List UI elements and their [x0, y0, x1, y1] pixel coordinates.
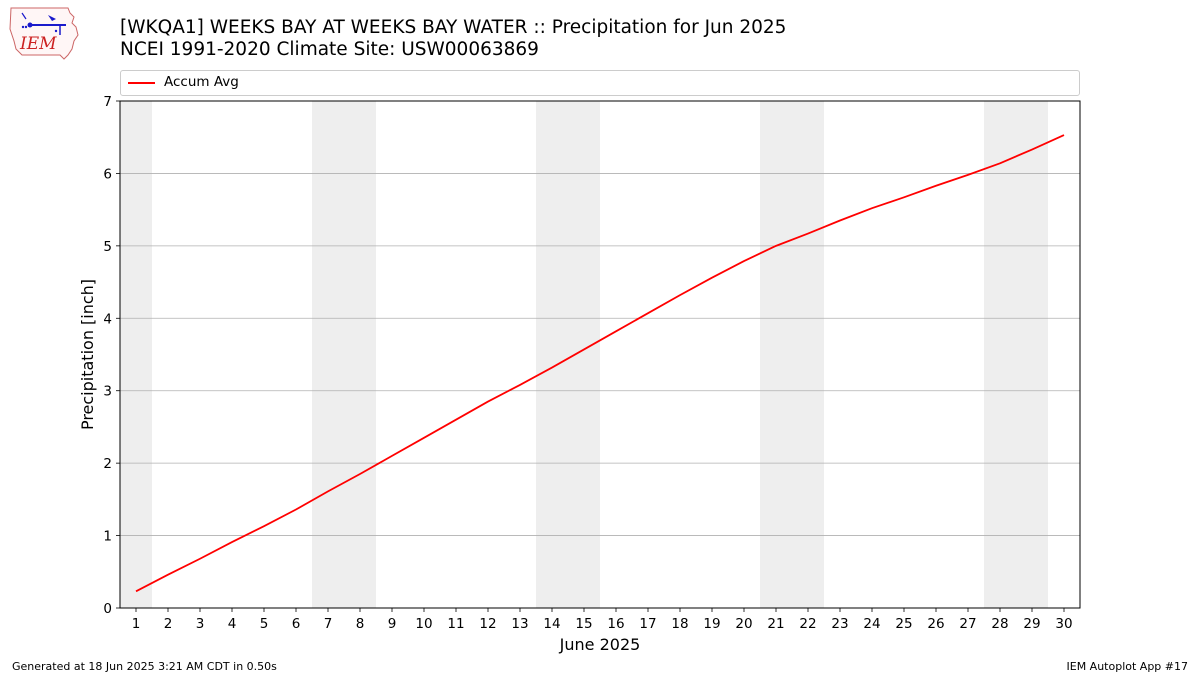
x-tick-label: 1 [132, 616, 141, 632]
y-tick-label: 3 [103, 384, 112, 400]
x-tick-label: 6 [292, 616, 301, 632]
x-tick-label: 25 [895, 616, 912, 632]
x-tick-label: 16 [607, 616, 624, 632]
y-tick-label: 7 [103, 94, 112, 110]
app-footer: IEM Autoplot App #17 [1066, 660, 1189, 673]
y-tick-label: 2 [103, 456, 112, 472]
x-tick-label: 19 [703, 616, 720, 632]
y-tick-label: 5 [103, 239, 112, 255]
y-axis-label: Precipitation [inch] [78, 279, 97, 430]
x-tick-label: 3 [196, 616, 205, 632]
x-tick-label: 24 [863, 616, 880, 632]
x-tick-label: 12 [479, 616, 496, 632]
y-tick-label: 4 [103, 311, 112, 327]
y-tick-label: 6 [103, 166, 112, 182]
chart-title: [WKQA1] WEEKS BAY AT WEEKS BAY WATER :: … [120, 17, 787, 38]
x-tick-label: 30 [1055, 616, 1072, 632]
x-tick-label: 15 [575, 616, 592, 632]
y-tick-label: 1 [103, 529, 112, 545]
x-tick-label: 13 [511, 616, 528, 632]
legend-swatch-accum-avg [128, 82, 155, 84]
x-tick-label: 2 [164, 616, 173, 632]
x-tick-label: 17 [639, 616, 656, 632]
weekend-band [120, 101, 152, 608]
weekend-band [312, 101, 376, 608]
x-tick-label: 26 [927, 616, 944, 632]
x-tick-label: 29 [1023, 616, 1040, 632]
x-tick-label: 9 [388, 616, 397, 632]
plot-frame [119, 100, 1081, 609]
series-line-accum-avg [135, 134, 1065, 593]
x-tick-label: 14 [543, 616, 560, 632]
legend-label-accum-avg: Accum Avg [164, 74, 239, 90]
x-tick-label: 11 [447, 616, 464, 632]
x-tick-label: 4 [228, 616, 237, 632]
x-tick-label: 5 [260, 616, 269, 632]
legend: Accum Avg [120, 70, 1080, 96]
generated-footer: Generated at 18 Jun 2025 3:21 AM CDT in … [12, 660, 277, 673]
x-tick-label: 20 [735, 616, 752, 632]
weekend-band [984, 101, 1048, 608]
x-tick-label: 27 [959, 616, 976, 632]
iem-logo: IEM [8, 5, 80, 60]
weekend-band [760, 101, 824, 608]
x-tick-label: 18 [671, 616, 688, 632]
y-tick-label: 0 [103, 601, 112, 617]
weekend-band [536, 101, 600, 608]
chart-subtitle: NCEI 1991-2020 Climate Site: USW00063869 [120, 39, 539, 60]
x-tick-label: 23 [831, 616, 848, 632]
x-tick-label: 28 [991, 616, 1008, 632]
logo-text: IEM [19, 34, 57, 54]
x-tick-label: 7 [324, 616, 333, 632]
x-tick-label: 22 [799, 616, 816, 632]
x-tick-label: 21 [767, 616, 784, 632]
x-tick-label: 10 [415, 616, 432, 632]
x-tick-label: 8 [356, 616, 365, 632]
x-axis-label: June 2025 [559, 635, 641, 654]
